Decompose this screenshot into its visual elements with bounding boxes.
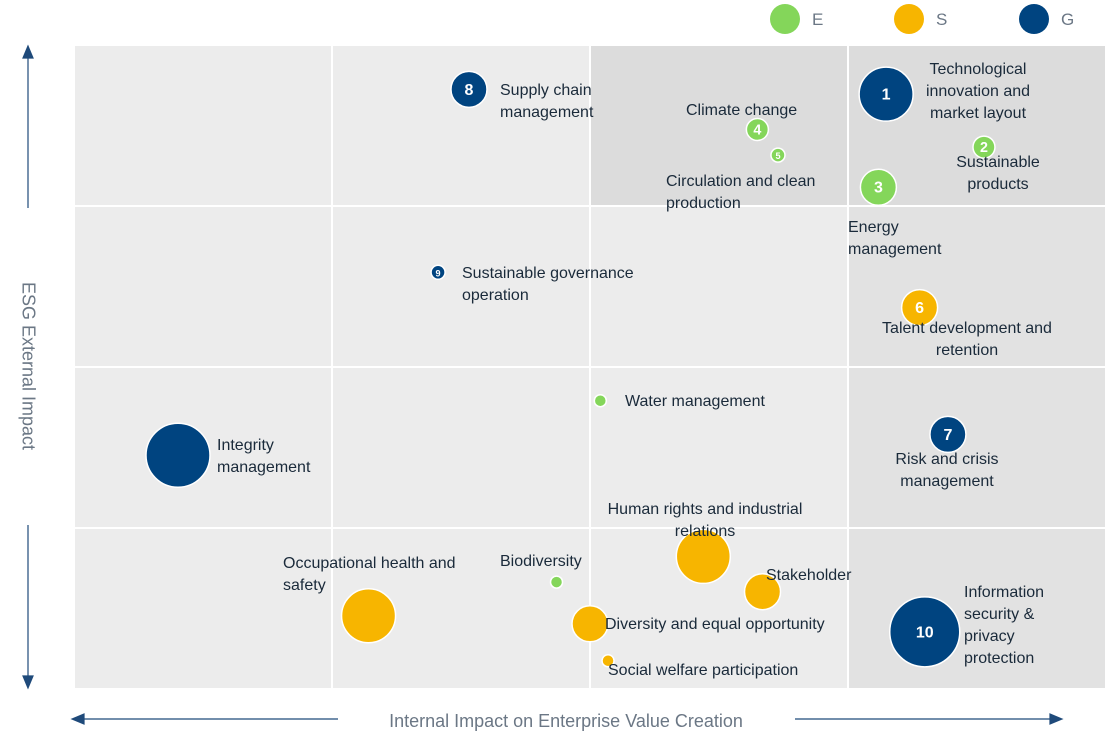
bubble (601, 653, 615, 668)
bubble (858, 66, 914, 122)
bubble (430, 264, 446, 281)
bubble-badge: 8 (465, 82, 474, 99)
bubble-badge: 4 (753, 122, 761, 138)
bubble (889, 596, 961, 668)
bubble-badge: 3 (874, 180, 883, 197)
bubble-label: Supply chain management (500, 82, 594, 121)
bubble-label: Sustainable governance operation (462, 265, 634, 304)
legend-label: S (936, 10, 948, 29)
bubble-label: Climate change (686, 102, 798, 119)
y-axis-title: ESG External Impact (18, 281, 39, 451)
bubble-badge: 5 (775, 151, 780, 161)
bubble (929, 415, 967, 454)
bubble (571, 605, 609, 643)
bubble (675, 528, 732, 585)
bubble (745, 117, 770, 142)
bubble-label: Sustainable products (956, 154, 1040, 193)
quadrant-shade (848, 206, 1105, 688)
bubble-label: Circulation and clean production (666, 173, 816, 212)
bubble-label: Biodiversity (500, 553, 582, 570)
bubble-label: Diversity and equal opportunity (605, 616, 825, 633)
bubble-badge: 10 (916, 624, 934, 641)
bubble-label: Energy management (848, 219, 942, 258)
bubble-badge: 1 (882, 87, 891, 104)
bubble (145, 422, 211, 489)
axis-arrows (22, 44, 1064, 725)
legend-marker (894, 4, 924, 34)
bubble-badge: 6 (915, 300, 924, 317)
bubble (340, 588, 397, 644)
bubble (593, 393, 608, 408)
bubble (859, 168, 898, 206)
bubble-label: Talent development and retention (882, 320, 1052, 359)
bubble-badge: 2 (980, 140, 988, 156)
bubble-label: Risk and crisis management (895, 451, 999, 490)
bubble-label: Water management (625, 393, 765, 410)
bubble (972, 135, 996, 159)
legend-marker (770, 4, 800, 34)
bubble-label: Human rights and industrial relations (607, 501, 803, 540)
bubble-badge: 9 (436, 268, 441, 278)
bubble (900, 288, 939, 327)
bubble-badge: 7 (943, 427, 952, 444)
legend-label: E (812, 10, 824, 29)
bubble-label: Occupational health and safety (283, 555, 456, 594)
bubble (743, 572, 782, 611)
bubble-label: Technological innovation and market layo… (925, 61, 1031, 122)
bubble (549, 575, 564, 589)
bubble-label: Social welfare participation (608, 662, 799, 679)
grid (75, 46, 1105, 688)
bubble-label: Integrity management (217, 437, 311, 476)
legend-marker (1019, 4, 1049, 34)
legend-label: G (1061, 10, 1075, 29)
x-axis-title: Internal Impact on Enterprise Value Crea… (389, 711, 743, 731)
bubble-label: Information security & privacy protectio… (964, 584, 1045, 667)
bubble (770, 147, 786, 163)
bubble (450, 70, 488, 109)
bubble-label: Stakeholder (766, 567, 852, 584)
